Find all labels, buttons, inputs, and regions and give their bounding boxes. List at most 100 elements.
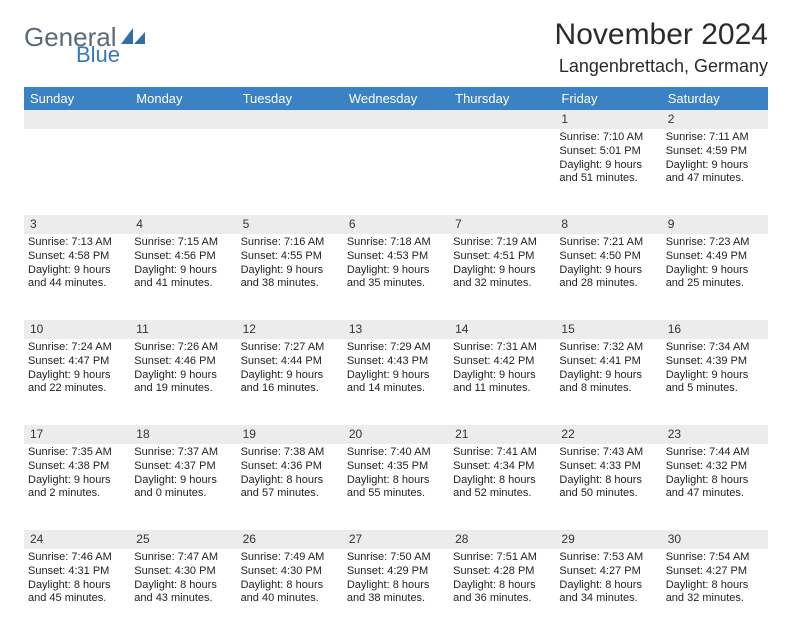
month-title: November 2024	[555, 18, 768, 52]
day-number: 23	[662, 425, 768, 444]
daynum-row: 12	[24, 110, 768, 129]
daylight-line: Daylight: 8 hours and 43 minutes.	[134, 579, 232, 607]
day-cell: Sunrise: 7:43 AMSunset: 4:33 PMDaylight:…	[555, 444, 661, 530]
day-info-row: Sunrise: 7:35 AMSunset: 4:38 PMDaylight:…	[24, 444, 768, 530]
daylight-line: Daylight: 9 hours and 44 minutes.	[28, 264, 126, 292]
sunrise-line: Sunrise: 7:16 AM	[241, 236, 339, 250]
day-cell: Sunrise: 7:37 AMSunset: 4:37 PMDaylight:…	[130, 444, 236, 530]
daylight-line: Daylight: 9 hours and 32 minutes.	[453, 264, 551, 292]
weekday-header: Saturday	[662, 87, 768, 110]
sunrise-line: Sunrise: 7:10 AM	[559, 131, 657, 145]
sunrise-line: Sunrise: 7:47 AM	[134, 551, 232, 565]
day-number	[130, 110, 236, 129]
daylight-line: Daylight: 9 hours and 16 minutes.	[241, 369, 339, 397]
sunrise-line: Sunrise: 7:29 AM	[347, 341, 445, 355]
day-number: 18	[130, 425, 236, 444]
sunrise-line: Sunrise: 7:31 AM	[453, 341, 551, 355]
day-cell: Sunrise: 7:35 AMSunset: 4:38 PMDaylight:…	[24, 444, 130, 530]
sunrise-line: Sunrise: 7:50 AM	[347, 551, 445, 565]
day-cell: Sunrise: 7:38 AMSunset: 4:36 PMDaylight:…	[237, 444, 343, 530]
sunset-line: Sunset: 4:30 PM	[241, 565, 339, 579]
sunrise-line: Sunrise: 7:11 AM	[666, 131, 764, 145]
day-cell: Sunrise: 7:18 AMSunset: 4:53 PMDaylight:…	[343, 234, 449, 320]
daylight-line: Daylight: 8 hours and 32 minutes.	[666, 579, 764, 607]
calendar-body: 12Sunrise: 7:10 AMSunset: 5:01 PMDayligh…	[24, 110, 768, 635]
sunrise-line: Sunrise: 7:44 AM	[666, 446, 764, 460]
sunrise-line: Sunrise: 7:21 AM	[559, 236, 657, 250]
day-cell: Sunrise: 7:10 AMSunset: 5:01 PMDaylight:…	[555, 129, 661, 215]
brand-word-blue: Blue	[76, 44, 147, 66]
sunset-line: Sunset: 4:43 PM	[347, 355, 445, 369]
brand-logo: General Blue	[24, 18, 147, 66]
daynum-row: 17181920212223	[24, 425, 768, 444]
day-number: 30	[662, 530, 768, 549]
day-number: 6	[343, 215, 449, 234]
daylight-line: Daylight: 9 hours and 19 minutes.	[134, 369, 232, 397]
sunrise-line: Sunrise: 7:24 AM	[28, 341, 126, 355]
day-cell	[237, 129, 343, 215]
sunrise-line: Sunrise: 7:49 AM	[241, 551, 339, 565]
sunset-line: Sunset: 4:53 PM	[347, 250, 445, 264]
daylight-line: Daylight: 9 hours and 11 minutes.	[453, 369, 551, 397]
daylight-line: Daylight: 9 hours and 38 minutes.	[241, 264, 339, 292]
day-number: 27	[343, 530, 449, 549]
day-number: 29	[555, 530, 661, 549]
day-number	[449, 110, 555, 129]
day-number: 17	[24, 425, 130, 444]
day-cell	[343, 129, 449, 215]
day-number: 25	[130, 530, 236, 549]
day-cell: Sunrise: 7:27 AMSunset: 4:44 PMDaylight:…	[237, 339, 343, 425]
sunrise-line: Sunrise: 7:34 AM	[666, 341, 764, 355]
sunrise-line: Sunrise: 7:46 AM	[28, 551, 126, 565]
day-cell: Sunrise: 7:50 AMSunset: 4:29 PMDaylight:…	[343, 549, 449, 635]
sunrise-line: Sunrise: 7:41 AM	[453, 446, 551, 460]
daylight-line: Daylight: 8 hours and 36 minutes.	[453, 579, 551, 607]
day-cell: Sunrise: 7:54 AMSunset: 4:27 PMDaylight:…	[662, 549, 768, 635]
day-cell	[24, 129, 130, 215]
sunrise-line: Sunrise: 7:43 AM	[559, 446, 657, 460]
day-cell: Sunrise: 7:53 AMSunset: 4:27 PMDaylight:…	[555, 549, 661, 635]
sunrise-line: Sunrise: 7:13 AM	[28, 236, 126, 250]
day-cell: Sunrise: 7:46 AMSunset: 4:31 PMDaylight:…	[24, 549, 130, 635]
calendar-page: General Blue November 2024 Langenbrettac…	[0, 0, 792, 612]
sunrise-line: Sunrise: 7:18 AM	[347, 236, 445, 250]
daylight-line: Daylight: 9 hours and 14 minutes.	[347, 369, 445, 397]
daylight-line: Daylight: 8 hours and 52 minutes.	[453, 474, 551, 502]
daylight-line: Daylight: 8 hours and 34 minutes.	[559, 579, 657, 607]
sunset-line: Sunset: 4:36 PM	[241, 460, 339, 474]
sunrise-line: Sunrise: 7:26 AM	[134, 341, 232, 355]
sunset-line: Sunset: 4:33 PM	[559, 460, 657, 474]
day-cell: Sunrise: 7:44 AMSunset: 4:32 PMDaylight:…	[662, 444, 768, 530]
day-cell: Sunrise: 7:47 AMSunset: 4:30 PMDaylight:…	[130, 549, 236, 635]
sunrise-line: Sunrise: 7:40 AM	[347, 446, 445, 460]
sunrise-line: Sunrise: 7:37 AM	[134, 446, 232, 460]
daylight-line: Daylight: 8 hours and 38 minutes.	[347, 579, 445, 607]
sunrise-line: Sunrise: 7:23 AM	[666, 236, 764, 250]
day-number: 24	[24, 530, 130, 549]
daynum-row: 10111213141516	[24, 320, 768, 339]
weekday-header: Tuesday	[237, 87, 343, 110]
day-cell: Sunrise: 7:23 AMSunset: 4:49 PMDaylight:…	[662, 234, 768, 320]
day-cell: Sunrise: 7:13 AMSunset: 4:58 PMDaylight:…	[24, 234, 130, 320]
weekday-header: Monday	[130, 87, 236, 110]
day-number: 13	[343, 320, 449, 339]
sunset-line: Sunset: 4:41 PM	[559, 355, 657, 369]
sunrise-line: Sunrise: 7:32 AM	[559, 341, 657, 355]
sunrise-line: Sunrise: 7:19 AM	[453, 236, 551, 250]
daylight-line: Daylight: 9 hours and 25 minutes.	[666, 264, 764, 292]
sunset-line: Sunset: 4:37 PM	[134, 460, 232, 474]
daylight-line: Daylight: 8 hours and 45 minutes.	[28, 579, 126, 607]
day-number: 9	[662, 215, 768, 234]
sunset-line: Sunset: 4:47 PM	[28, 355, 126, 369]
day-info-row: Sunrise: 7:10 AMSunset: 5:01 PMDaylight:…	[24, 129, 768, 215]
day-cell: Sunrise: 7:32 AMSunset: 4:41 PMDaylight:…	[555, 339, 661, 425]
daylight-line: Daylight: 9 hours and 51 minutes.	[559, 159, 657, 187]
daylight-line: Daylight: 9 hours and 8 minutes.	[559, 369, 657, 397]
daylight-line: Daylight: 9 hours and 28 minutes.	[559, 264, 657, 292]
day-number: 11	[130, 320, 236, 339]
weekday-header: Wednesday	[343, 87, 449, 110]
daylight-line: Daylight: 8 hours and 57 minutes.	[241, 474, 339, 502]
sunrise-line: Sunrise: 7:53 AM	[559, 551, 657, 565]
sunset-line: Sunset: 4:35 PM	[347, 460, 445, 474]
header: General Blue November 2024 Langenbrettac…	[24, 18, 768, 77]
